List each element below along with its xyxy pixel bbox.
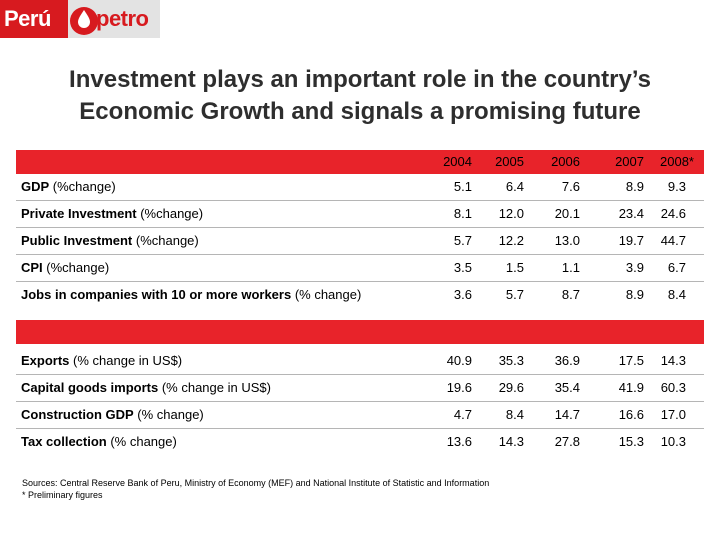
table-cell: 9.3: [667, 179, 686, 194]
table-cell: 16.6: [618, 407, 644, 422]
table-cell: 5.7: [505, 287, 524, 302]
table-cell: 17.5: [618, 353, 644, 368]
title-line-2: Economic Growth and signals a promising …: [79, 98, 641, 125]
table-cell: 3.9: [625, 260, 644, 275]
table-cell: 40.9: [446, 353, 472, 368]
table-cell: 12.2: [498, 233, 524, 248]
table-cell: 27.8: [554, 434, 580, 449]
row-label: Public Investment (%change): [21, 233, 199, 248]
table-cell: 6.7: [667, 260, 686, 275]
table-cell: 14.7: [554, 407, 580, 422]
table-cell: 13.0: [554, 233, 580, 248]
table-cell: 23.4: [618, 206, 644, 221]
table-cell: 19.6: [446, 380, 472, 395]
table-cell: 1.5: [505, 260, 524, 275]
peru-petro-logo: Perú petro: [0, 0, 160, 38]
table-cell: 44.7: [660, 233, 686, 248]
table-cell: 20.1: [554, 206, 580, 221]
logo-text-peru: Perú: [0, 0, 68, 38]
logo-text-petro: petro: [96, 6, 149, 31]
row-label: GDP (%change): [21, 179, 116, 194]
table-cell: 8.4: [667, 287, 686, 302]
table-cell: 12.0: [498, 206, 524, 221]
row-label: Tax collection (% change): [21, 434, 177, 449]
column-header: 2007: [615, 154, 644, 169]
preliminary-note: * Preliminary figures: [22, 490, 103, 500]
table-cell: 5.1: [453, 179, 472, 194]
table-row: Exports (% change in US$) 40.9 35.3 36.9…: [16, 348, 704, 375]
table-cell: 3.5: [453, 260, 472, 275]
slide-title: Investment plays an important role in th…: [0, 64, 720, 128]
table-cell: 35.3: [498, 353, 524, 368]
table-cell: 41.9: [618, 380, 644, 395]
table-cell: 7.6: [561, 179, 580, 194]
column-header: 2004: [443, 154, 472, 169]
table-cell: 19.7: [618, 233, 644, 248]
row-label: Jobs in companies with 10 or more worker…: [21, 287, 362, 302]
table-cell: 6.4: [505, 179, 524, 194]
table-row: Jobs in companies with 10 or more worker…: [16, 282, 704, 308]
table-header-row: 2004 2005 2006 2007 2008*: [16, 150, 704, 174]
title-line-1: Investment plays an important role in th…: [69, 66, 651, 93]
table-cell: 5.7: [453, 233, 472, 248]
table-row: Capital goods imports (% change in US$) …: [16, 375, 704, 402]
table-cell: 1.1: [561, 260, 580, 275]
column-header: 2005: [495, 154, 524, 169]
table-row: Public Investment (%change) 5.7 12.2 13.…: [16, 228, 704, 255]
row-label: Exports (% change in US$): [21, 353, 183, 368]
table-cell: 13.6: [446, 434, 472, 449]
sources-line: Sources: Central Reserve Bank of Peru, M…: [22, 478, 490, 488]
sources-note: Sources: Central Reserve Bank of Peru, M…: [22, 477, 489, 501]
table-row: GDP (%change) 5.1 6.4 7.6 8.9 9.3: [16, 174, 704, 201]
table-cell: 14.3: [498, 434, 524, 449]
table-cell: 8.7: [561, 287, 580, 302]
row-label: Capital goods imports (% change in US$): [21, 380, 271, 395]
table-cell: 8.4: [505, 407, 524, 422]
table-row: Private Investment (%change) 8.1 12.0 20…: [16, 201, 704, 228]
column-header: 2008*: [660, 154, 694, 169]
table-cell: 15.3: [618, 434, 644, 449]
table-cell: 36.9: [554, 353, 580, 368]
row-label: Construction GDP (% change): [21, 407, 204, 422]
indicators-table: 2004 2005 2006 2007 2008* GDP (%change) …: [16, 150, 704, 455]
table-cell: 8.9: [625, 179, 644, 194]
table-cell: 60.3: [660, 380, 686, 395]
table-cell: 3.6: [453, 287, 472, 302]
table-cell: 8.9: [625, 287, 644, 302]
drop-icon: [70, 7, 98, 35]
table-cell: 4.7: [453, 407, 472, 422]
section-divider-bar: [16, 320, 704, 344]
table-row: CPI (%change) 3.5 1.5 1.1 3.9 6.7: [16, 255, 704, 282]
table-cell: 8.1: [453, 206, 472, 221]
table-row: Construction GDP (% change) 4.7 8.4 14.7…: [16, 402, 704, 429]
table-cell: 10.3: [660, 434, 686, 449]
row-label: CPI (%change): [21, 260, 110, 275]
table-cell: 29.6: [498, 380, 524, 395]
table-cell: 24.6: [660, 206, 686, 221]
table-row: Tax collection (% change) 13.6 14.3 27.8…: [16, 429, 704, 455]
row-label: Private Investment (%change): [21, 206, 204, 221]
table-cell: 17.0: [660, 407, 686, 422]
column-header: 2006: [551, 154, 580, 169]
table-cell: 35.4: [554, 380, 580, 395]
table-cell: 14.3: [660, 353, 686, 368]
